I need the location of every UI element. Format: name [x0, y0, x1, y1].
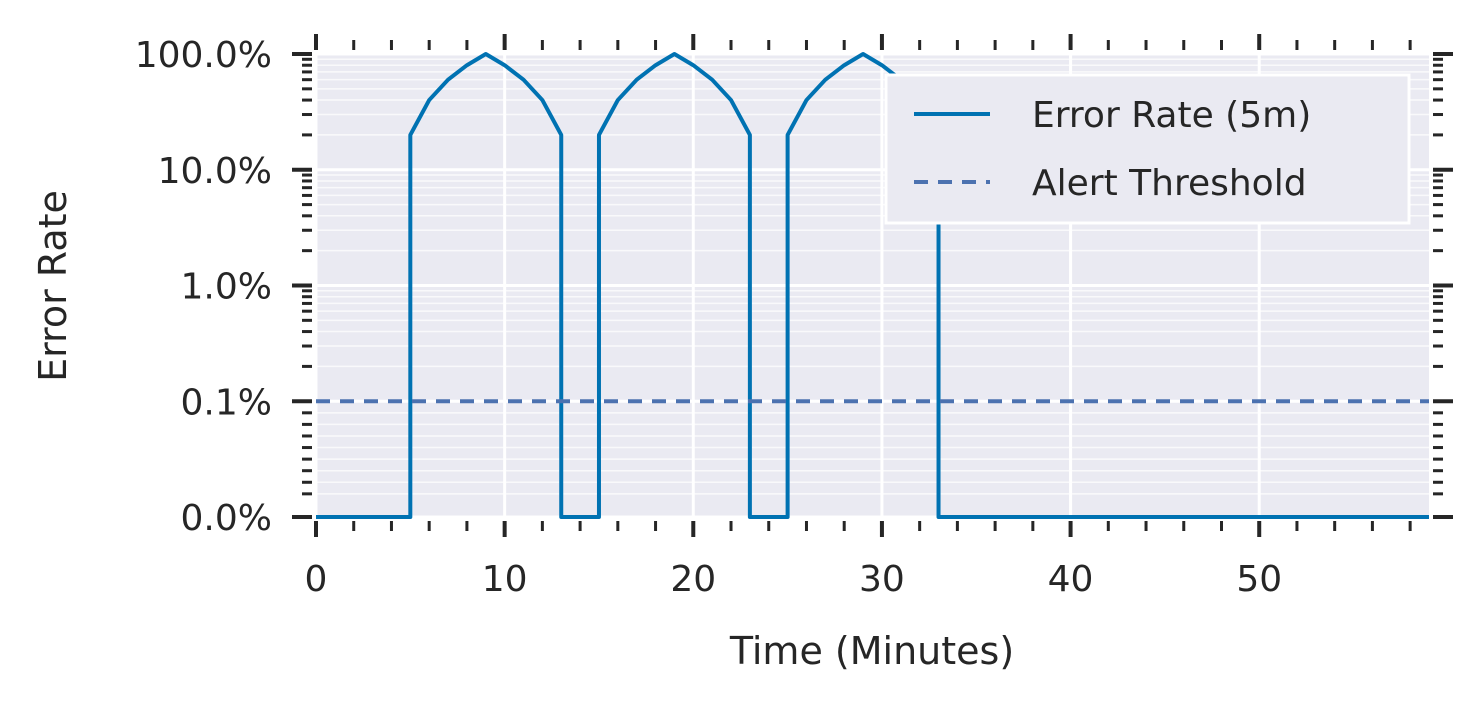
series-layer: [316, 52, 1429, 519]
y-tick-label: 1.0%: [181, 267, 272, 308]
x-tick-label: 50: [1236, 559, 1282, 600]
y-tick-label: 100.0%: [135, 35, 272, 76]
legend-label-alert-threshold: Alert Threshold: [1032, 163, 1307, 204]
error-rate-line: [316, 52, 1429, 519]
x-tick-label: 0: [305, 559, 328, 600]
y-tick-label: 0.1%: [181, 382, 272, 423]
x-axis-label: Time (Minutes): [729, 629, 1014, 673]
y-tick-label: 0.0%: [181, 498, 272, 539]
x-tick-label: 30: [859, 559, 905, 600]
x-tick-label: 40: [1048, 559, 1094, 600]
tick-labels: 0 10 20 30 40 50 0.0% 0.1% 1.0% 10.0% 100.0%: [135, 35, 1282, 600]
x-tick-label: 10: [482, 559, 528, 600]
tick-marks: [292, 34, 1453, 537]
y-axis-label: Error Rate: [31, 190, 75, 382]
y-tick-label: 10.0%: [158, 151, 272, 192]
legend: Error Rate (5m) Alert Threshold: [884, 73, 1411, 225]
x-tick-label: 20: [670, 559, 716, 600]
legend-box: [884, 73, 1411, 225]
legend-label-error-rate: Error Rate (5m): [1032, 95, 1311, 136]
